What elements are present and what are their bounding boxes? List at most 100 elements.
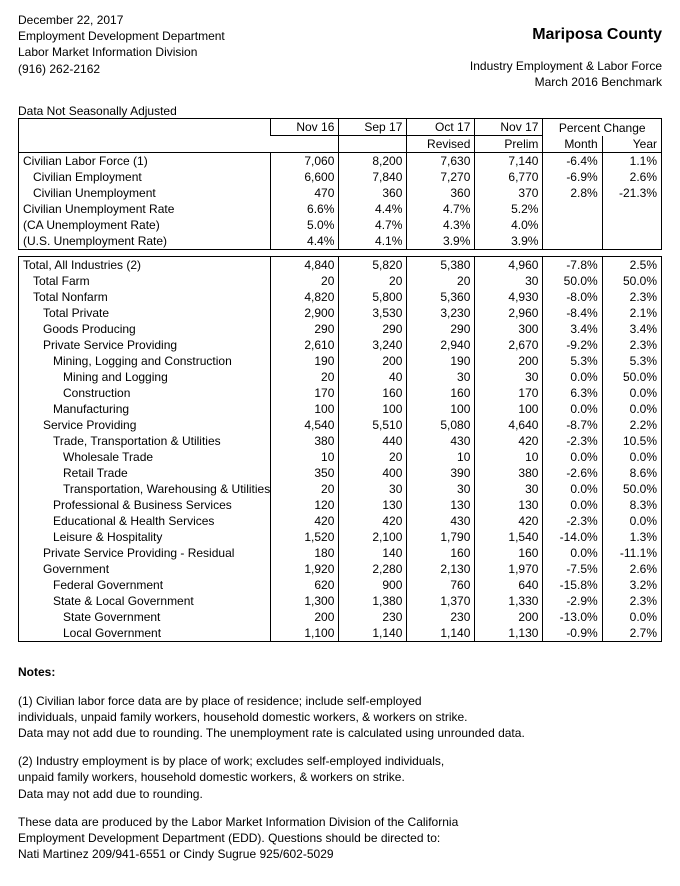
cell-value: 4,960 [475, 257, 543, 274]
note-2a: (2) Industry employment is by place of w… [18, 754, 444, 768]
row-label: Civilian Employment [19, 169, 271, 185]
cell-value: 4,820 [271, 289, 339, 305]
cell-value: 0.0% [602, 609, 661, 625]
cell-value: -15.8% [543, 577, 602, 593]
row-label: Leisure & Hospitality [19, 529, 271, 545]
phone-number: (916) 262-2162 [18, 61, 225, 77]
row-label: Civilian Unemployment [19, 185, 271, 201]
county-title: Mariposa County [470, 26, 662, 44]
cell-value: 2.2% [602, 417, 661, 433]
cell-value: 1,130 [475, 625, 543, 642]
row-label: Wholesale Trade [19, 449, 271, 465]
cell-value: 2.3% [602, 337, 661, 353]
cell-value: -2.9% [543, 593, 602, 609]
table-row: Mining and Logging204030300.0%50.0% [19, 369, 662, 385]
cell-value: 0.0% [602, 513, 661, 529]
cell-value: 390 [407, 465, 475, 481]
row-label: Goods Producing [19, 321, 271, 337]
cell-value: 5,360 [407, 289, 475, 305]
cell-value: 4.7% [339, 217, 407, 233]
note-2c: Data may not add due to rounding. [18, 787, 203, 801]
cell-value: 1,380 [339, 593, 407, 609]
table-row: Mining, Logging and Construction19020019… [19, 353, 662, 369]
cell-value: 2.8% [543, 185, 602, 201]
row-label: Mining, Logging and Construction [19, 353, 271, 369]
row-label: Professional & Business Services [19, 497, 271, 513]
cell-value: 420 [339, 513, 407, 529]
cell-value: 10 [407, 449, 475, 465]
table-row: Civilian Unemployment Rate6.6%4.4%4.7%5.… [19, 201, 662, 217]
cell-value: 7,840 [339, 169, 407, 185]
notes-title: Notes: [18, 664, 662, 680]
cell-value: 2.3% [602, 289, 661, 305]
cell-value: 10 [475, 449, 543, 465]
cell-value [602, 201, 661, 217]
cell-value: 380 [271, 433, 339, 449]
cell-value: -2.6% [543, 465, 602, 481]
row-label: Manufacturing [19, 401, 271, 417]
table-row: Government1,9202,2802,1301,970-7.5%2.6% [19, 561, 662, 577]
col-sep17-sub [339, 136, 407, 153]
note-1b: individuals, unpaid family workers, hous… [18, 710, 468, 724]
cell-value: 3.9% [475, 233, 543, 250]
cell-value: 190 [271, 353, 339, 369]
report-date: December 22, 2017 [18, 12, 225, 28]
row-label: (U.S. Unemployment Rate) [19, 233, 271, 250]
cell-value: 0.0% [543, 401, 602, 417]
cell-value: 1,330 [475, 593, 543, 609]
header-right: Mariposa County Industry Employment & La… [470, 12, 662, 90]
cell-value: 2.6% [602, 169, 661, 185]
table-header-row-1: Nov 16 Sep 17 Oct 17 Nov 17 Percent Chan… [19, 119, 662, 136]
cell-value: -2.3% [543, 513, 602, 529]
cell-value: -7.5% [543, 561, 602, 577]
table-row: Total Private2,9003,5303,2302,960-8.4%2.… [19, 305, 662, 321]
cell-value: 120 [271, 497, 339, 513]
cell-value: 2,900 [271, 305, 339, 321]
row-label: State Government [19, 609, 271, 625]
table-row: Total, All Industries (2)4,8405,8205,380… [19, 257, 662, 274]
table-row: Total Farm2020203050.0%50.0% [19, 273, 662, 289]
header-left: December 22, 2017 Employment Development… [18, 12, 225, 77]
cell-value: 4.4% [339, 201, 407, 217]
cell-value: 30 [475, 481, 543, 497]
cell-value: 420 [271, 513, 339, 529]
cell-value: 140 [339, 545, 407, 561]
table-row: Private Service Providing - Residual1801… [19, 545, 662, 561]
cell-value [602, 233, 661, 250]
cell-value: 30 [407, 481, 475, 497]
table-row: Service Providing4,5405,5105,0804,640-8.… [19, 417, 662, 433]
col-month: Month [543, 136, 602, 153]
note-1: (1) Civilian labor force data are by pla… [18, 693, 662, 742]
row-label: State & Local Government [19, 593, 271, 609]
cell-value: 5,800 [339, 289, 407, 305]
cell-value: 5.0% [271, 217, 339, 233]
subtitle-1: Industry Employment & Labor Force [470, 58, 662, 74]
cell-value: -11.1% [602, 545, 661, 561]
note-3a: These data are produced by the Labor Mar… [18, 815, 458, 829]
cell-value: 230 [407, 609, 475, 625]
labor-force-table: Nov 16 Sep 17 Oct 17 Nov 17 Percent Chan… [18, 118, 662, 250]
cell-value: 2,610 [271, 337, 339, 353]
note-3b: Employment Development Department (EDD).… [18, 831, 440, 845]
cell-value [602, 217, 661, 233]
cell-value: 170 [475, 385, 543, 401]
table-row: Civilian Employment6,6007,8407,2706,770-… [19, 169, 662, 185]
cell-value: 20 [407, 273, 475, 289]
cell-value: 100 [475, 401, 543, 417]
table-row: Educational & Health Services42042043042… [19, 513, 662, 529]
cell-value: 0.0% [543, 545, 602, 561]
cell-value: 2,670 [475, 337, 543, 353]
row-label: Local Government [19, 625, 271, 642]
cell-value: 130 [339, 497, 407, 513]
cell-value: 8.6% [602, 465, 661, 481]
row-label: Service Providing [19, 417, 271, 433]
cell-value: 420 [475, 433, 543, 449]
row-label: Civilian Unemployment Rate [19, 201, 271, 217]
cell-value: 2,130 [407, 561, 475, 577]
cell-value: 1,520 [271, 529, 339, 545]
row-label: Total Nonfarm [19, 289, 271, 305]
cell-value: 1,100 [271, 625, 339, 642]
table-row: Federal Government620900760640-15.8%3.2% [19, 577, 662, 593]
cell-value: 1.1% [602, 153, 661, 170]
cell-value: 4.7% [407, 201, 475, 217]
